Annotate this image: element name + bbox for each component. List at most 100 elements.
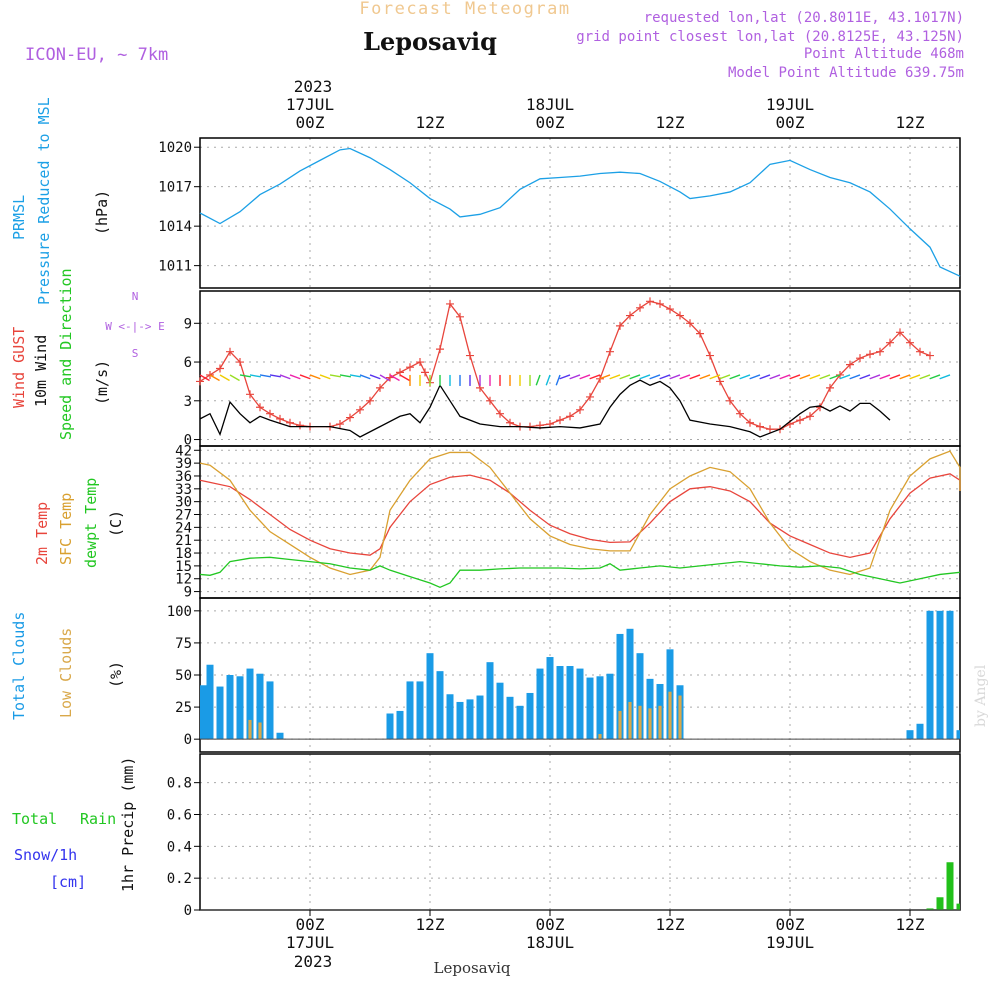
bar	[426, 653, 434, 740]
wind-arrow	[535, 374, 541, 386]
wind-arrow	[399, 374, 410, 382]
series-line	[199, 450, 961, 576]
label-10m-wind: 10m Wind	[32, 335, 50, 407]
wind-arrow	[789, 374, 801, 380]
watermark: by Angel	[973, 664, 989, 727]
label-prmsl: PRMSL	[10, 195, 28, 240]
gust-marker	[446, 299, 454, 308]
label-dewpt-temp: dewpt Temp	[82, 478, 100, 568]
time-label-bottom: 19JUL	[766, 933, 814, 952]
gust-marker	[296, 421, 304, 430]
time-label-top: 17JUL	[286, 95, 334, 114]
gust-marker	[376, 383, 384, 392]
bar	[516, 705, 524, 740]
gust-marker	[686, 319, 694, 328]
wind-arrow	[619, 374, 631, 380]
bar	[486, 662, 494, 740]
bar	[946, 610, 954, 740]
gust-marker	[356, 405, 364, 414]
label-pressure-msl: Pressure Reduced to MSL	[35, 97, 53, 305]
y-tick-label: 0.4	[167, 839, 192, 855]
compass-n: N	[132, 290, 139, 303]
grid-coords: grid point closest lon,lat (20.8125E, 43…	[576, 29, 964, 45]
bar	[236, 676, 244, 740]
bar	[596, 676, 604, 740]
label-speed-direction: Speed and Direction	[57, 268, 75, 440]
gust-marker	[456, 312, 464, 321]
gust-marker	[486, 396, 494, 405]
wind-arrow	[219, 374, 230, 382]
wind-arrow	[849, 374, 861, 380]
y-tick-label: 0	[184, 903, 192, 919]
time-label-top: 18JUL	[526, 95, 574, 114]
y-tick-label: 0.6	[167, 807, 192, 823]
wind-arrow	[569, 374, 581, 380]
y-tick-label: 75	[175, 636, 192, 652]
model-name: ICON-EU, ~ 7km	[25, 45, 168, 65]
bar	[266, 681, 274, 740]
bar	[956, 903, 960, 910]
bar	[256, 673, 264, 740]
gust-marker	[836, 370, 844, 379]
bar	[258, 722, 262, 740]
label-snow: Snow/1h	[14, 846, 77, 864]
wind-arrow	[579, 374, 591, 380]
panel-frame	[199, 597, 961, 753]
compass-s: S	[132, 347, 139, 360]
bar	[606, 673, 614, 740]
time-label-bottom: 18JUL	[526, 933, 574, 952]
wind-arrow	[279, 374, 291, 380]
wind-arrow	[669, 374, 681, 380]
label-ms: (m/s)	[93, 360, 111, 405]
series-line	[199, 147, 961, 277]
wind-arrow	[839, 374, 851, 380]
gust-marker	[636, 303, 644, 312]
wind-arrow	[939, 374, 951, 380]
wind-arrow	[809, 374, 821, 380]
wind-arrow	[709, 374, 721, 380]
wind-arrow	[749, 374, 761, 380]
gust-marker	[896, 328, 904, 337]
bar	[276, 732, 284, 740]
wind-arrow	[289, 374, 301, 380]
location-title: Leposaviq	[363, 27, 497, 56]
label-low-clouds: Low Clouds	[57, 628, 75, 718]
y-tick-label: 6	[184, 355, 192, 371]
bar	[436, 671, 444, 740]
wind-arrow	[555, 374, 561, 386]
bar	[416, 681, 424, 740]
bar	[598, 734, 602, 740]
wind-arrow	[639, 374, 651, 380]
wind-arrow	[599, 374, 611, 380]
y-tick-label: 24	[175, 520, 192, 536]
wind-arrow	[269, 374, 281, 378]
bar	[636, 653, 644, 740]
y-tick-label: 12	[175, 572, 192, 588]
gust-marker	[886, 338, 894, 347]
gust-marker	[696, 329, 704, 338]
gust-marker	[616, 321, 624, 330]
bar	[638, 705, 642, 740]
label-total: Total	[12, 810, 57, 828]
wind-arrow	[909, 374, 921, 380]
label-sfc-temp: SFC Temp	[57, 493, 75, 565]
gust-marker	[796, 416, 804, 425]
gust-marker	[246, 390, 254, 399]
wind-arrow	[369, 374, 381, 380]
label-percent: (%)	[107, 661, 125, 688]
gust-marker	[846, 360, 854, 369]
gust-marker	[646, 297, 654, 306]
label-celsius: (C)	[107, 510, 125, 537]
bar	[936, 610, 944, 740]
label-rain: Rain	[80, 810, 116, 828]
time-label-top: 12Z	[416, 113, 445, 132]
wind-arrow	[389, 374, 400, 382]
bar	[476, 695, 484, 740]
point-altitude: Point Altitude 468m	[804, 46, 964, 62]
time-label-bottom: 17JUL	[286, 933, 334, 952]
gust-marker	[606, 347, 614, 356]
wind-arrow	[199, 374, 210, 382]
gust-marker	[346, 413, 354, 422]
y-tick-label: 1020	[158, 140, 192, 156]
